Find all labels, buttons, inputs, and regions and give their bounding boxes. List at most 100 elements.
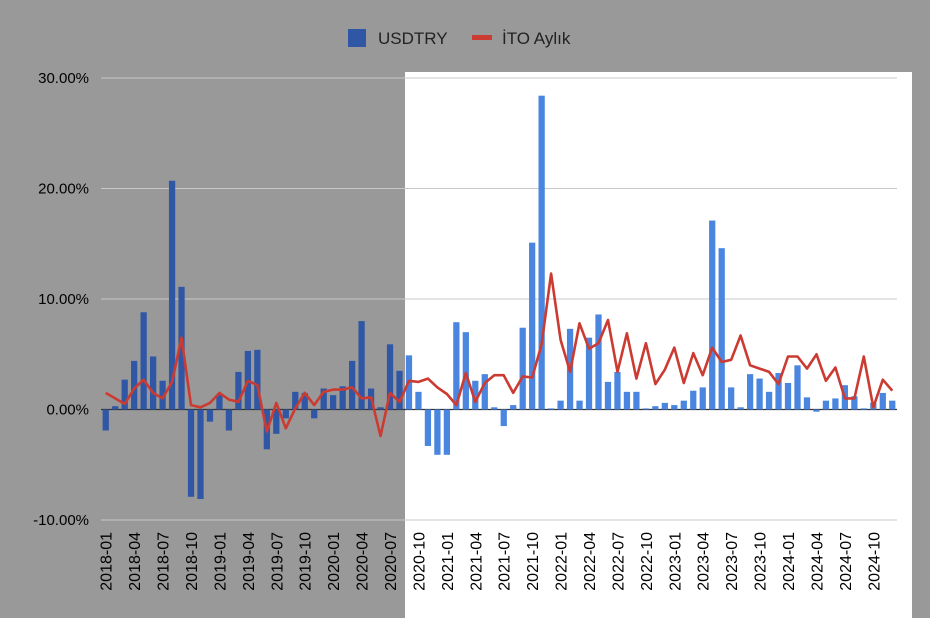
y-tick-label: 20.00%: [38, 181, 89, 198]
bar-usdtry: [149, 356, 157, 410]
x-tick-label: 2018-04: [127, 532, 144, 591]
x-tick-label: 2018-10: [184, 532, 201, 591]
x-tick-label: 2021-10: [525, 532, 542, 591]
bar-usdtry: [595, 314, 602, 410]
bar-usdtry: [661, 402, 668, 410]
bar-usdtry: [510, 405, 517, 410]
bar-usdtry: [832, 398, 839, 410]
x-tick-label: 2022-10: [639, 532, 656, 591]
bar-usdtry: [216, 395, 223, 410]
bar-usdtry: [131, 360, 138, 410]
bar-usdtry: [889, 400, 896, 410]
x-tick-label: 2023-10: [753, 532, 770, 591]
x-tick-label: 2022-04: [582, 532, 599, 591]
legend-swatch-usdtry: [348, 29, 366, 47]
y-tick-label: 0.00%: [46, 402, 89, 419]
x-tick-label: 2024-04: [809, 532, 826, 591]
bar-usdtry: [680, 400, 687, 410]
bar-usdtry: [434, 409, 441, 455]
bar-usdtry: [737, 407, 744, 410]
bar-usdtry: [254, 349, 261, 410]
bar-usdtry: [102, 409, 109, 431]
bar-usdtry: [529, 242, 536, 410]
bar-usdtry: [178, 286, 185, 410]
bar-usdtry: [112, 406, 119, 410]
x-tick-label: 2020-01: [326, 532, 343, 591]
bar-usdtry: [557, 400, 564, 410]
bar-usdtry: [273, 409, 280, 434]
bar-usdtry: [197, 409, 204, 500]
x-tick-label: 2019-01: [212, 532, 229, 591]
bar-usdtry: [396, 370, 403, 410]
bar-usdtry: [225, 409, 233, 431]
bar-usdtry: [822, 400, 830, 410]
bar-usdtry: [424, 409, 432, 446]
y-tick-label: 30.00%: [38, 70, 89, 87]
x-tick-label: 2024-10: [866, 532, 883, 591]
y-tick-label: -10.00%: [33, 512, 89, 529]
x-tick-label: 2024-07: [838, 532, 855, 591]
x-tick-label: 2021-04: [468, 532, 485, 591]
bar-usdtry: [794, 365, 801, 410]
bar-usdtry: [633, 391, 640, 410]
bar-usdtry: [348, 360, 356, 410]
bar-usdtry: [386, 344, 394, 410]
legend: USDTRY İTO Aylık: [348, 29, 571, 48]
x-tick-label: 2022-07: [610, 532, 627, 591]
bar-usdtry: [206, 409, 214, 422]
y-tick-label: 10.00%: [38, 291, 89, 308]
bar-usdtry: [699, 387, 706, 410]
bar-usdtry: [519, 327, 526, 410]
x-tick-label: 2021-01: [440, 532, 457, 591]
bar-usdtry: [775, 373, 782, 410]
line-ito-aylik: [105, 272, 894, 438]
bar-usdtry: [784, 382, 792, 410]
x-tick-label: 2022-01: [554, 532, 571, 591]
bar-usdtry: [292, 391, 299, 410]
bar-usdtry: [652, 406, 659, 410]
bar-usdtry: [623, 391, 631, 410]
bar-usdtry: [813, 409, 820, 412]
x-tick-label: 2021-07: [497, 532, 514, 591]
x-tick-label: 2018-07: [156, 532, 173, 591]
bar-usdtry: [330, 395, 337, 410]
x-tick-label: 2024-01: [781, 532, 798, 591]
bar-usdtry: [756, 378, 763, 410]
bar-usdtry: [690, 390, 697, 410]
bar-usdtry: [604, 381, 612, 410]
bar-usdtry: [168, 180, 176, 410]
x-tick-label: 2023-07: [724, 532, 741, 591]
x-tick-label: 2019-04: [241, 532, 258, 591]
bar-usdtry: [187, 409, 195, 497]
bar-usdtry: [500, 409, 507, 427]
bar-usdtry: [614, 371, 621, 410]
bar-usdtry: [415, 391, 422, 410]
x-tick-label: 2019-10: [298, 532, 315, 591]
bar-usdtry: [377, 407, 384, 410]
bar-usdtry: [491, 407, 498, 410]
bar-usdtry: [547, 408, 555, 410]
bar-usdtry: [121, 379, 128, 410]
bar-usdtry: [746, 374, 754, 410]
bar-usdtry: [301, 392, 308, 410]
highlight-panel: [405, 72, 912, 618]
bar-usdtry: [358, 321, 365, 410]
x-tick-label: 2018-01: [99, 532, 116, 591]
bar-usdtry: [235, 371, 242, 410]
bar-usdtry: [443, 409, 451, 455]
bar-usdtry: [585, 337, 593, 410]
x-tick-label: 2020-04: [355, 532, 372, 591]
bar-usdtry: [576, 400, 583, 410]
bar-usdtry: [159, 380, 166, 410]
bar-usdtry: [140, 312, 147, 410]
legend-label-ito: İTO Aylık: [502, 29, 571, 48]
bar-usdtry: [803, 397, 811, 410]
legend-swatch-ito: [472, 35, 492, 40]
bar-usdtry: [462, 332, 469, 410]
bar-usdtry: [879, 392, 886, 410]
bar-usdtry: [765, 391, 773, 410]
x-tick-label: 2019-07: [269, 532, 286, 591]
bar-usdtry: [311, 409, 318, 419]
bar-usdtry: [718, 248, 725, 410]
x-tick-label: 2023-04: [696, 532, 713, 591]
